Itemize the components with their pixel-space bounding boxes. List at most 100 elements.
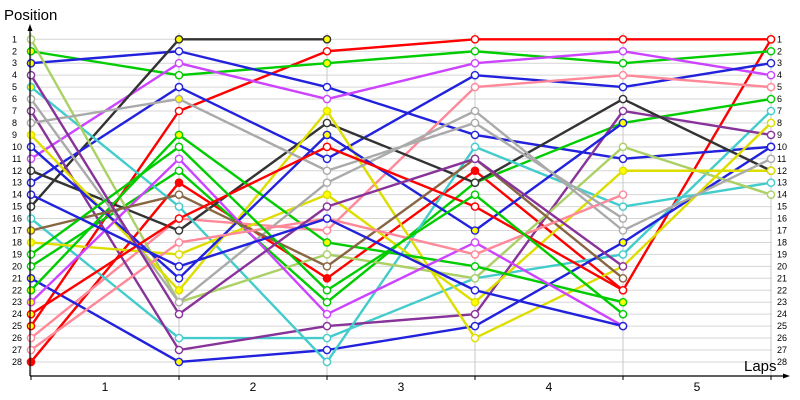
x-tick-label: 2 — [250, 380, 257, 394]
series-7-point — [470, 70, 480, 80]
series-16-point — [322, 106, 332, 116]
series-20-point — [26, 142, 36, 152]
x-tick-label: 5 — [694, 380, 701, 394]
y-tick-label-right: 4 — [777, 70, 782, 80]
series-16-point — [470, 333, 480, 343]
series-4-point — [322, 82, 332, 92]
y-tick-label-left: 9 — [12, 130, 17, 140]
series-5-point — [322, 94, 332, 104]
series-23-point — [618, 190, 628, 199]
x-axis-title: Laps — [744, 358, 777, 375]
y-tick-label-left: 10 — [12, 142, 22, 152]
series-28-point — [322, 214, 332, 223]
series-19-point — [618, 226, 628, 235]
y-tick-label-left: 24 — [12, 309, 22, 319]
series-19-point — [470, 106, 480, 116]
y-tick-label-left: 14 — [12, 190, 22, 200]
series-17-point — [322, 190, 332, 199]
y-tick-label-left: 8 — [12, 118, 17, 128]
series-6-point — [174, 35, 184, 44]
series-16-point — [174, 285, 184, 295]
y-tick-label-left: 27 — [12, 345, 22, 355]
y-tick-label-right: 25 — [777, 321, 787, 331]
series-8-point — [322, 226, 332, 235]
series-5-point — [766, 70, 776, 80]
y-tick-label-left: 11 — [12, 154, 21, 164]
y-tick-label-right: 7 — [777, 106, 782, 116]
series-12-point — [174, 357, 184, 367]
series-22-point — [618, 273, 628, 283]
series-4-point — [470, 130, 480, 140]
series-11-point — [618, 106, 628, 116]
series-24-point — [322, 166, 332, 176]
x-tick-label: 4 — [546, 380, 553, 394]
y-tick-label-right: 17 — [777, 226, 787, 236]
series-1-point — [322, 273, 332, 283]
y-tick-label-left: 7 — [12, 106, 17, 116]
series-3-point — [26, 46, 36, 56]
series-17-point — [766, 166, 776, 176]
series-21-point — [174, 154, 184, 164]
y-tick-label-right: 14 — [777, 190, 787, 200]
series-19-point — [174, 297, 184, 307]
series-2-point — [766, 35, 776, 44]
series-25-point — [174, 214, 184, 223]
series-28-point — [618, 321, 628, 331]
series-26-point — [470, 190, 480, 199]
series-8-point — [26, 333, 36, 343]
series-19-point — [766, 154, 776, 164]
y-tick-label-left: 18 — [12, 237, 22, 247]
series-17-point — [618, 166, 628, 176]
series-4-point — [618, 154, 628, 164]
series-11-point — [322, 321, 332, 331]
y-tick-label-left: 20 — [12, 261, 22, 271]
series-9-point — [26, 262, 36, 271]
series-line-15 — [29, 38, 772, 304]
series-7-point — [26, 178, 36, 187]
series-15-point — [618, 142, 628, 152]
series-6-point — [322, 35, 332, 44]
series-5-point — [26, 154, 36, 164]
series-14-point — [766, 178, 776, 187]
y-tick-label-right: 21 — [777, 273, 787, 283]
series-24-point — [174, 94, 184, 104]
series-15-point — [322, 250, 332, 259]
series-line-8 — [30, 73, 772, 339]
x-tick-label: 1 — [102, 380, 109, 394]
series-21-point — [26, 297, 36, 307]
series-23-point — [26, 345, 36, 355]
x-tick-label: 3 — [398, 380, 405, 394]
y-tick-label-right: 3 — [777, 58, 782, 68]
series-28-point — [470, 285, 480, 295]
series-10-point — [174, 333, 184, 343]
series-20-point — [174, 273, 184, 283]
y-tick-label-left: 3 — [12, 58, 17, 68]
series-line-11 — [29, 109, 772, 352]
series-11-point — [26, 106, 36, 116]
series-2-point — [470, 35, 480, 44]
series-7-point — [322, 154, 332, 164]
series-5-point — [174, 58, 184, 68]
series-27-point — [174, 309, 184, 319]
series-26-point — [26, 250, 36, 259]
series-layer — [26, 35, 776, 367]
series-8-point — [618, 70, 628, 80]
series-3-point — [470, 46, 480, 56]
series-line-3 — [30, 50, 772, 77]
series-20-point — [618, 118, 628, 128]
series-18-point — [618, 297, 628, 307]
series-10-point — [322, 333, 332, 343]
series-line-17 — [30, 169, 771, 304]
x-axis-arrow-icon — [783, 373, 790, 379]
y-tick-label-right: 1 — [777, 34, 782, 44]
series-22-point — [322, 262, 332, 271]
series-26-point — [618, 309, 628, 319]
series-26-point — [174, 142, 184, 152]
series-18-point — [322, 238, 332, 247]
series-15-point — [766, 190, 776, 199]
series-13-point — [26, 166, 36, 176]
series-14-point — [470, 142, 480, 152]
series-16-point — [26, 130, 36, 140]
